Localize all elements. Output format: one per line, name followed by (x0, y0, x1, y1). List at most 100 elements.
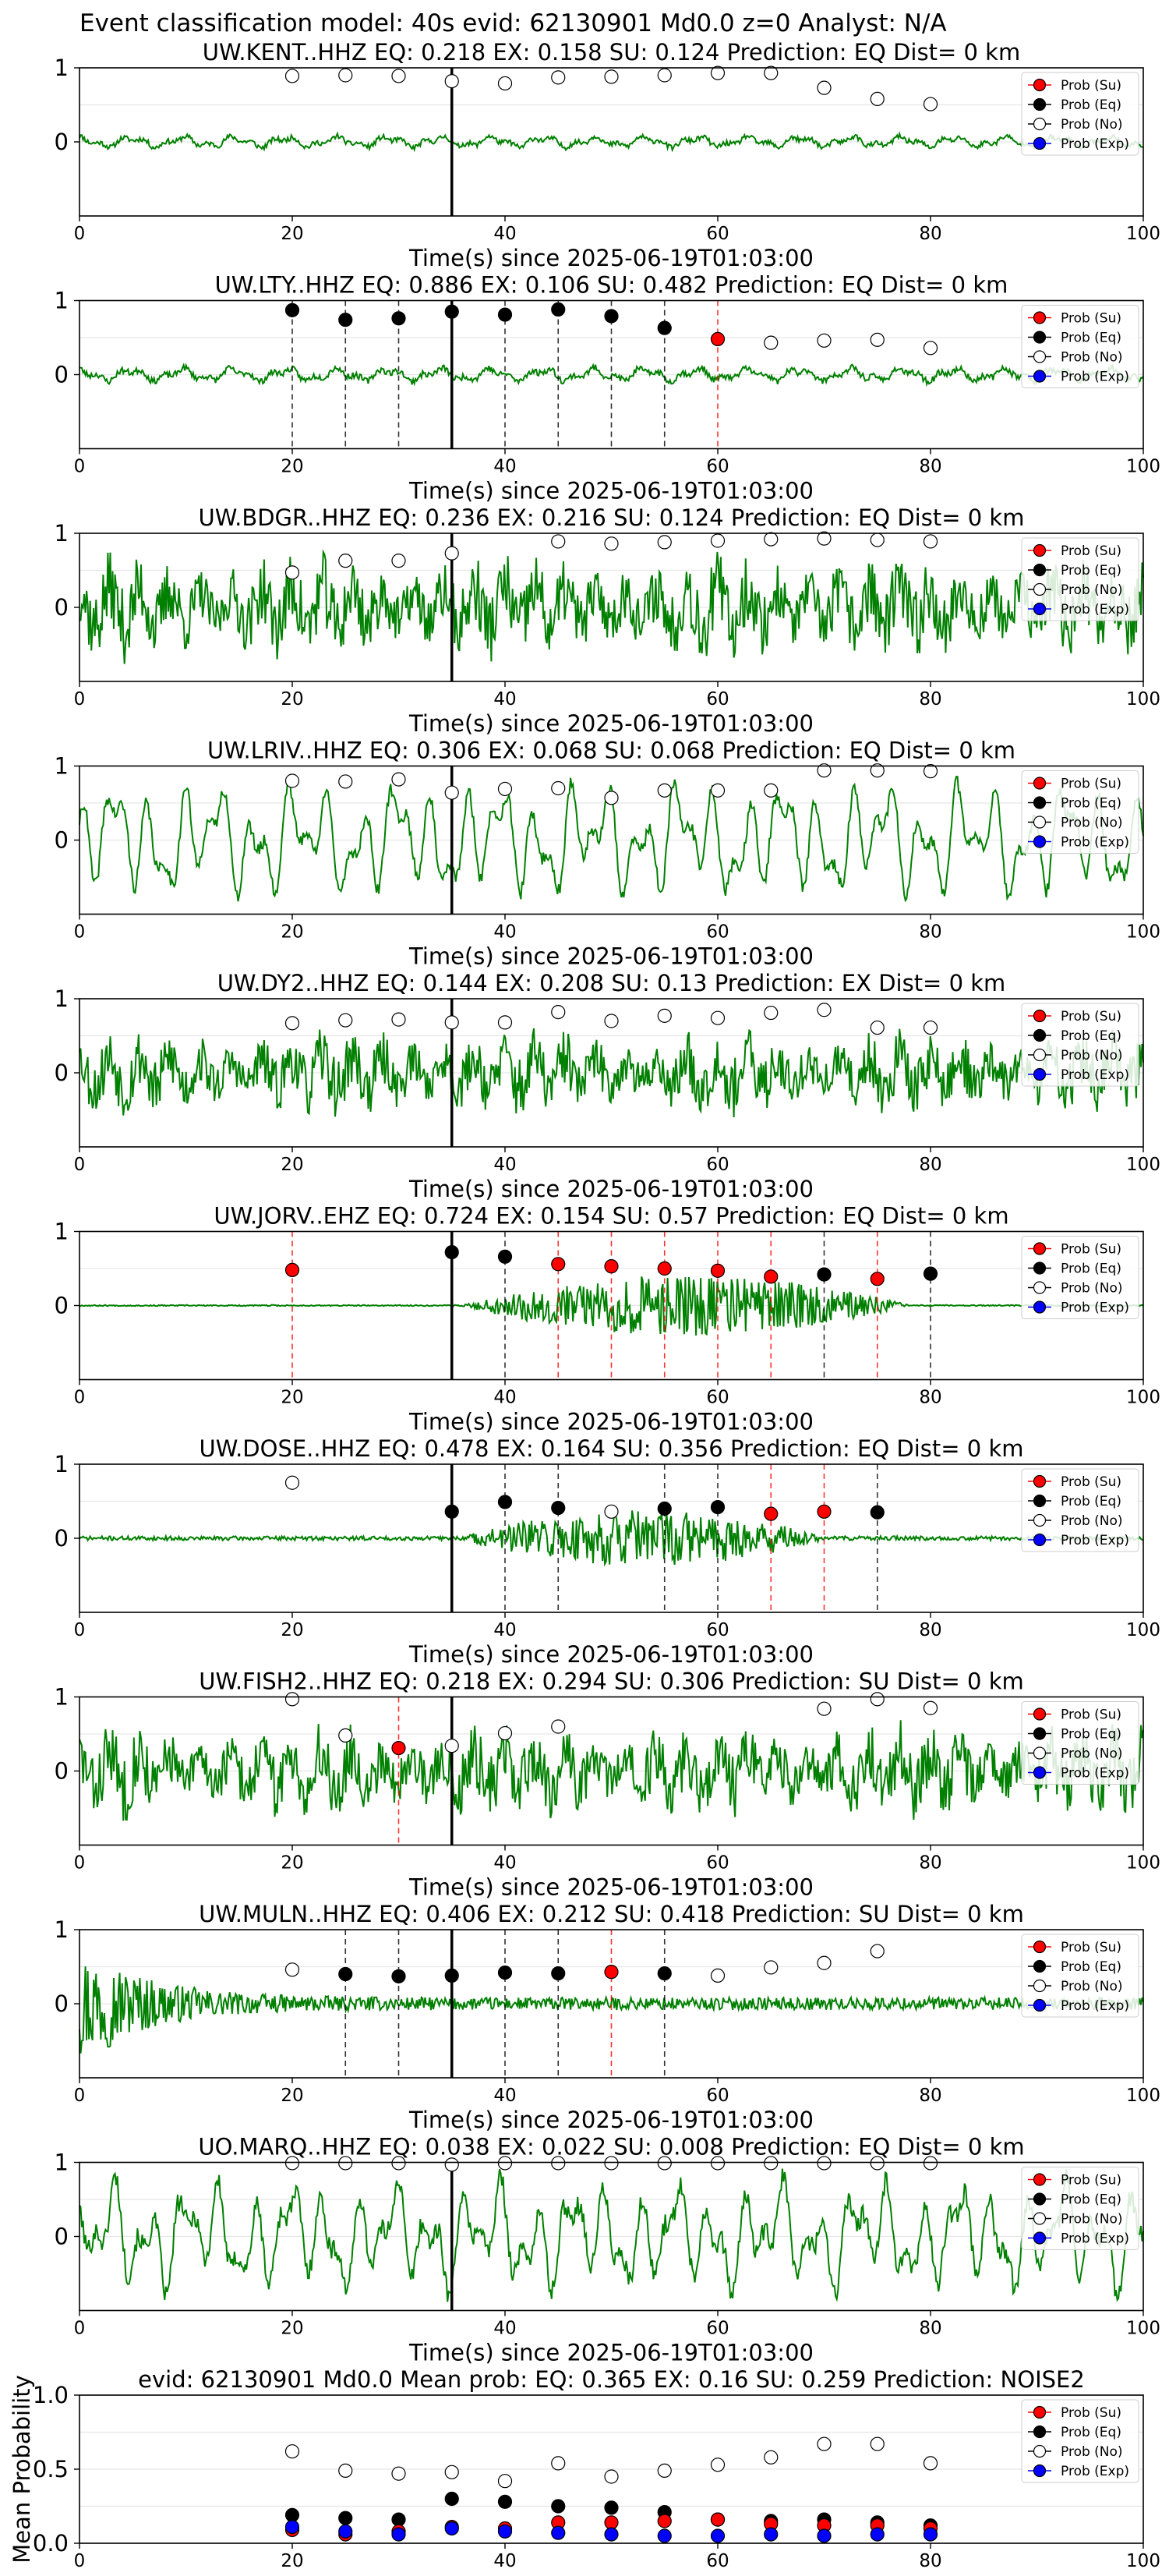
panel-title: UW.FISH2..HHZ EQ: 0.218 EX: 0.294 SU: 0.… (199, 1668, 1024, 1695)
prob-marker-no (604, 1504, 619, 1519)
prob-marker-su (604, 1259, 619, 1274)
prob-marker-no (338, 554, 353, 568)
panel-8: UW.FISH2..HHZ EQ: 0.218 EX: 0.294 SU: 0.… (55, 1668, 1160, 1901)
legend-label: Prob (Su) (1061, 543, 1121, 559)
prob-marker-eq (923, 1266, 938, 1281)
legend-label: Prob (No) (1061, 1513, 1123, 1529)
prob-marker-eq (444, 1968, 459, 1983)
prob-marker-su (764, 1506, 779, 1521)
prob-marker-no (284, 1962, 300, 1977)
x-tick-label: 60 (706, 1155, 729, 1175)
x-tick-label: 80 (919, 457, 941, 477)
y-tick-label: 1 (55, 1219, 69, 1245)
x-axis-label: Time(s) since 2025-06-19T01:03:00 (408, 1409, 814, 1435)
prob-marker-eq (870, 1505, 885, 1520)
prob-marker-no (284, 1016, 300, 1031)
legend-label: Prob (No) (1061, 582, 1123, 598)
legend-label: Prob (Exp) (1061, 835, 1129, 851)
prob-marker-exp (604, 2527, 619, 2542)
legend: Prob (Su) Prob (Eq) Prob (No) Prob (Exp) (1021, 1236, 1139, 1319)
x-tick-label: 80 (919, 224, 941, 244)
prob-marker-no (391, 772, 406, 787)
panel-9: UW.MULN..HHZ EQ: 0.406 EX: 0.212 SU: 0.4… (55, 1901, 1160, 2133)
prob-marker-no (284, 69, 300, 83)
prob-marker-eq (497, 1249, 513, 1264)
prob-marker-eq (444, 1504, 459, 1519)
legend: Prob (Su) Prob (Eq) Prob (No) Prob (Exp) (1021, 770, 1139, 854)
prob-marker-eq (284, 303, 300, 317)
prob-marker-no (923, 534, 938, 549)
panel-11: evid: 62130901 Md0.0 Mean prob: EQ: 0.36… (9, 2366, 1160, 2571)
panel-4: UW.LRIV..HHZ EQ: 0.306 EX: 0.068 SU: 0.0… (55, 738, 1160, 970)
legend-label: Prob (No) (1061, 2444, 1123, 2460)
legend-box (1021, 305, 1139, 388)
prob-marker-no (338, 2156, 353, 2171)
prob-marker-su (284, 1262, 300, 1278)
prob-marker-no (764, 783, 779, 798)
x-tick-label: 20 (281, 689, 303, 709)
x-tick-label: 100 (1126, 457, 1160, 477)
x-axis-label: Time(s) since 2025-06-19T01:03:00 (408, 245, 814, 271)
prob-marker-eq (817, 1267, 832, 1282)
prob-marker-no (551, 1719, 566, 1734)
panel-title: UW.LTY..HHZ EQ: 0.886 EX: 0.106 SU: 0.48… (215, 272, 1008, 299)
y-axis-label: Mean Probability (9, 2375, 35, 2564)
x-tick-label: 0 (74, 457, 86, 477)
prob-marker-exp (817, 2528, 832, 2543)
panel-3: UW.BDGR..HHZ EQ: 0.236 EX: 0.216 SU: 0.1… (55, 504, 1160, 737)
x-tick-label: 40 (493, 2551, 516, 2571)
prob-marker-no (551, 2156, 566, 2171)
legend-marker-no (1033, 1746, 1047, 1760)
panel-6: UW.JORV..EHZ EQ: 0.724 EX: 0.154 SU: 0.5… (55, 1203, 1160, 1435)
prob-marker-no (764, 2450, 779, 2465)
prob-marker-eq (497, 307, 513, 322)
x-axis-label: Time(s) since 2025-06-19T01:03:00 (408, 943, 814, 970)
legend-label: Prob (Eq) (1061, 1261, 1121, 1277)
figure-suptitle: Event classification model: 40s evid: 62… (79, 9, 947, 37)
legend-marker-eq (1033, 97, 1047, 111)
prob-marker-eq (657, 1501, 672, 1516)
prob-marker-no (710, 65, 726, 80)
legend-marker-exp (1033, 2464, 1047, 2478)
legend: Prob (Su) Prob (Eq) Prob (No) Prob (Exp) (1021, 72, 1139, 156)
legend-label: Prob (No) (1061, 350, 1123, 366)
waveform-trace (79, 1276, 1144, 1336)
legend-label: Prob (Exp) (1061, 1067, 1129, 1083)
legend-marker-no (1033, 1048, 1047, 1062)
prob-marker-su (817, 1504, 832, 1519)
panel-7: UW.DOSE..HHZ EQ: 0.478 EX: 0.164 SU: 0.3… (55, 1435, 1160, 1668)
legend-label: Prob (Su) (1061, 78, 1121, 94)
legend-label: Prob (Su) (1061, 311, 1121, 327)
prob-marker-no (497, 2474, 513, 2489)
prob-marker-no (604, 1014, 619, 1028)
legend-label: Prob (No) (1061, 2212, 1123, 2227)
x-tick-label: 20 (281, 922, 303, 943)
prob-marker-exp (710, 2528, 726, 2543)
prob-marker-no (497, 781, 513, 797)
prob-marker-no (338, 1013, 353, 1028)
legend-label: Prob (Exp) (1061, 1766, 1129, 1782)
x-tick-label: 100 (1126, 1155, 1160, 1175)
legend-marker-su (1033, 1707, 1047, 1721)
prob-marker-no (551, 1004, 566, 1020)
prob-marker-exp (764, 2527, 779, 2542)
prob-marker-eq (657, 320, 672, 335)
prob-marker-exp (923, 2527, 938, 2542)
legend-label: Prob (Exp) (1061, 602, 1129, 617)
panel-title: UO.MARQ..HHZ EQ: 0.038 EX: 0.022 SU: 0.0… (198, 2134, 1024, 2160)
legend: Prob (Su) Prob (Eq) Prob (No) Prob (Exp) (1021, 1003, 1139, 1087)
legend-marker-exp (1033, 2231, 1047, 2245)
legend-label: Prob (Su) (1061, 1707, 1121, 1723)
prob-marker-exp (497, 2524, 513, 2539)
legend: Prob (Su) Prob (Eq) Prob (No) Prob (Exp) (1021, 1934, 1139, 2018)
x-tick-label: 60 (706, 689, 729, 709)
y-tick-label: 1 (55, 1916, 69, 1943)
waveform-trace (79, 1510, 1144, 1567)
prob-marker-no (497, 76, 513, 91)
prob-marker-no (923, 1020, 938, 1035)
y-tick-label: 0.0 (33, 2530, 69, 2557)
legend-box (1021, 1003, 1139, 1087)
legend-label: Prob (Eq) (1061, 563, 1121, 579)
